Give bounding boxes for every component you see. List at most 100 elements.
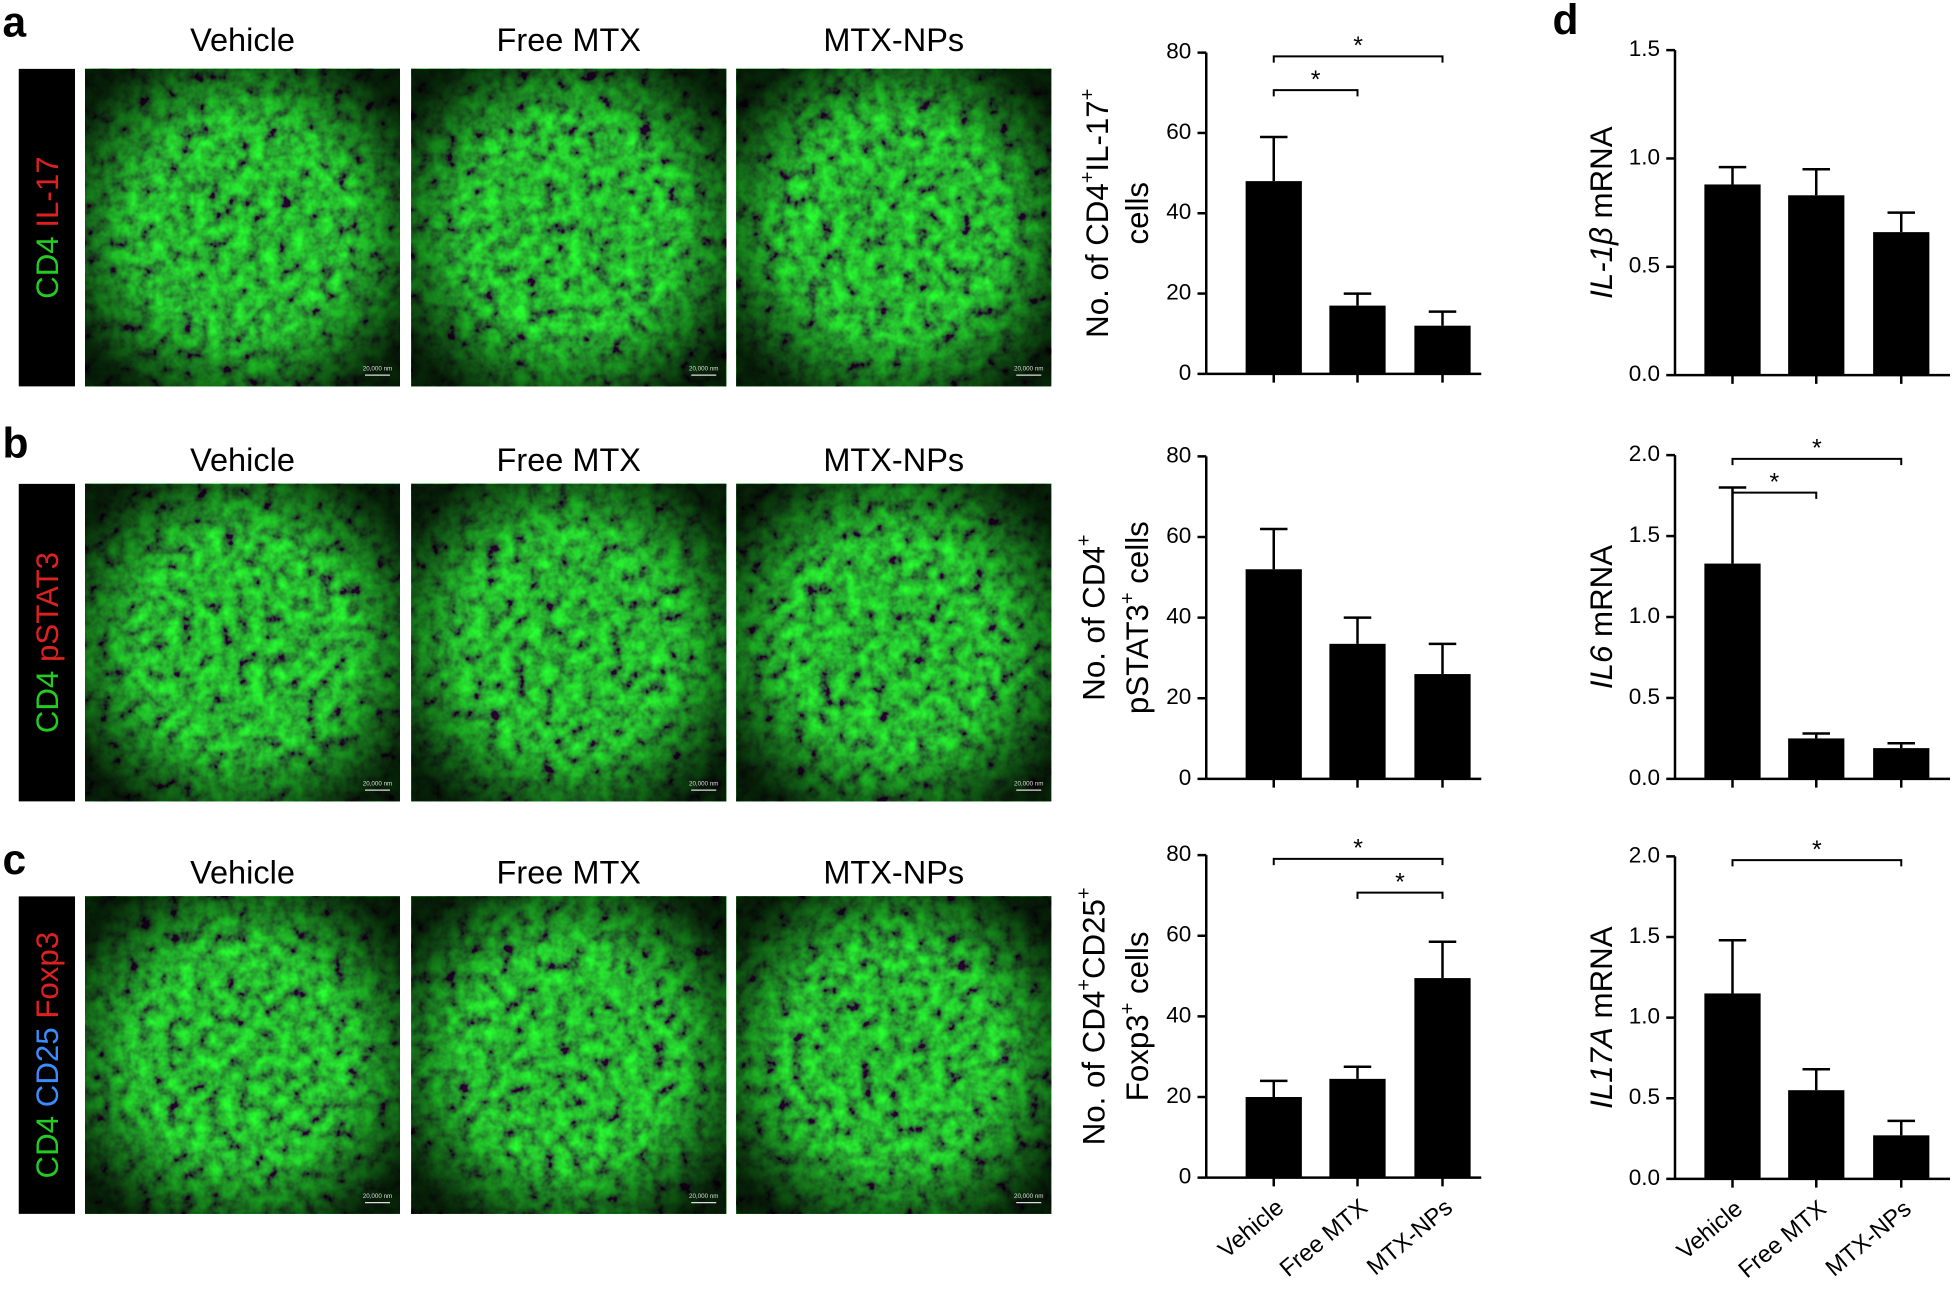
significance-label: * xyxy=(1353,835,1363,863)
stain-strip xyxy=(18,483,75,802)
y-tick-label: 80 xyxy=(1166,39,1191,64)
y-tick-label: 0 xyxy=(1179,360,1192,385)
image-title: Free MTX xyxy=(497,22,641,58)
significance-bracket xyxy=(1731,457,1903,466)
bar xyxy=(1245,569,1302,779)
y-tick-label: 0.0 xyxy=(1629,1165,1660,1190)
bar xyxy=(1873,232,1930,376)
bar xyxy=(1414,325,1471,374)
bar xyxy=(1329,305,1386,374)
label-part: + xyxy=(1117,592,1139,604)
image-title: Vehicle xyxy=(190,855,295,891)
image-title: MTX-NPs xyxy=(823,855,964,891)
micrograph-vignette xyxy=(85,68,400,387)
label-part: + xyxy=(1117,1003,1139,1015)
space xyxy=(30,228,65,237)
label-part: mRNA xyxy=(1584,126,1619,227)
significance-bracket xyxy=(1272,857,1444,866)
image-title: Vehicle xyxy=(190,22,295,58)
micrograph-vignette xyxy=(411,896,727,1214)
bar xyxy=(1873,748,1930,779)
stain-name: IL-17 xyxy=(30,156,65,227)
x-tick-label: Vehicle xyxy=(1672,1195,1748,1265)
y-tick-label: 60 xyxy=(1166,922,1191,947)
scale-bar-label: 20,000 nm xyxy=(1014,366,1044,373)
x-tick-label: Vehicle xyxy=(1213,1194,1289,1264)
significance-bracket xyxy=(1356,891,1444,899)
y-tick-label: 80 xyxy=(1166,442,1191,467)
significance-label: * xyxy=(1311,66,1321,94)
stain-name: Foxp3 xyxy=(30,932,65,1019)
panel-letter: c xyxy=(3,837,27,884)
label-part: cells xyxy=(1120,521,1155,592)
label-part: No. of CD4 xyxy=(1077,546,1112,701)
scale-bar-label: 20,000 nm xyxy=(1014,1193,1044,1200)
stain-strip xyxy=(18,896,75,1214)
bar xyxy=(1788,195,1845,376)
scale-bar-label: 20,000 nm xyxy=(1014,781,1044,788)
y-tick-label: 0.5 xyxy=(1629,684,1660,709)
x-tick-label: MTX-NPs xyxy=(1362,1194,1458,1281)
label-part: cells xyxy=(1120,182,1155,245)
stain-name: CD4 xyxy=(30,236,65,299)
micrograph-vignette xyxy=(736,483,1052,802)
y-axis-label: No. of CD4+ xyxy=(1074,534,1112,700)
label-part: IL-17 xyxy=(1080,100,1115,171)
bar xyxy=(1245,181,1302,374)
label-part: + xyxy=(1074,887,1096,899)
label-part: + xyxy=(1077,172,1099,184)
y-tick-label: 1.0 xyxy=(1629,1004,1660,1029)
bar xyxy=(1788,1090,1845,1179)
x-tick-label: Free MTX xyxy=(1275,1194,1373,1283)
stain-label: CD4 IL-17 xyxy=(30,156,65,298)
y-tick-label: 1.5 xyxy=(1629,36,1660,61)
y-tick-label: 2.0 xyxy=(1629,441,1660,466)
panel-letter: d xyxy=(1553,0,1579,44)
y-axis-label: No. of CD4+CD25+ xyxy=(1074,887,1112,1145)
x-tick-label: Free MTX xyxy=(1733,1195,1831,1284)
image-title: Free MTX xyxy=(497,442,641,478)
significance-label: * xyxy=(1353,32,1363,60)
significance-label: * xyxy=(1770,468,1780,496)
y-tick-label: 0.0 xyxy=(1629,765,1660,790)
label-part: Foxp3 xyxy=(1120,1014,1155,1101)
image-title: Vehicle xyxy=(190,442,295,478)
stain-label: CD4 pSTAT3 xyxy=(30,552,65,733)
bar xyxy=(1704,993,1761,1179)
bar xyxy=(1329,1078,1386,1178)
y-tick-label: 0.5 xyxy=(1629,253,1660,278)
scale-bar-label: 20,000 nm xyxy=(689,366,719,373)
image-title: MTX-NPs xyxy=(823,442,964,478)
y-tick-label: 0.5 xyxy=(1629,1084,1660,1109)
bar xyxy=(1414,978,1471,1178)
scale-bar-label: 20,000 nm xyxy=(363,1193,393,1200)
label-part: pSTAT3 xyxy=(1120,604,1155,714)
significance-bracket xyxy=(1272,55,1444,63)
label-part: cells xyxy=(1120,932,1155,1003)
bar xyxy=(1873,1135,1930,1179)
y-axis-label: IL-1β mRNA xyxy=(1584,126,1619,299)
y-axis-label: Foxp3+ cells xyxy=(1117,932,1155,1102)
y-tick-label: 40 xyxy=(1166,1002,1191,1027)
y-tick-label: 0 xyxy=(1179,765,1192,790)
y-tick-label: 1.0 xyxy=(1629,603,1660,628)
y-axis-label: IL6 mRNA xyxy=(1584,545,1619,689)
stain-strip xyxy=(18,68,75,387)
panel-letter: a xyxy=(3,0,27,46)
y-tick-label: 60 xyxy=(1166,523,1191,548)
micrograph-vignette xyxy=(85,896,400,1214)
label-part: mRNA xyxy=(1584,926,1619,1027)
label-part: IL17A xyxy=(1584,1027,1619,1109)
y-tick-label: 60 xyxy=(1166,119,1191,144)
space xyxy=(30,662,65,671)
label-part: + xyxy=(1077,89,1099,101)
significance-label: * xyxy=(1395,868,1405,896)
bar xyxy=(1245,1097,1302,1178)
label-part: mRNA xyxy=(1584,545,1619,646)
micrograph-vignette xyxy=(736,68,1052,387)
bar xyxy=(1414,674,1471,779)
label-part: IL-1β xyxy=(1584,227,1619,299)
y-axis-label: cells xyxy=(1120,182,1155,245)
y-tick-label: 0 xyxy=(1179,1164,1192,1189)
bar xyxy=(1329,643,1386,779)
